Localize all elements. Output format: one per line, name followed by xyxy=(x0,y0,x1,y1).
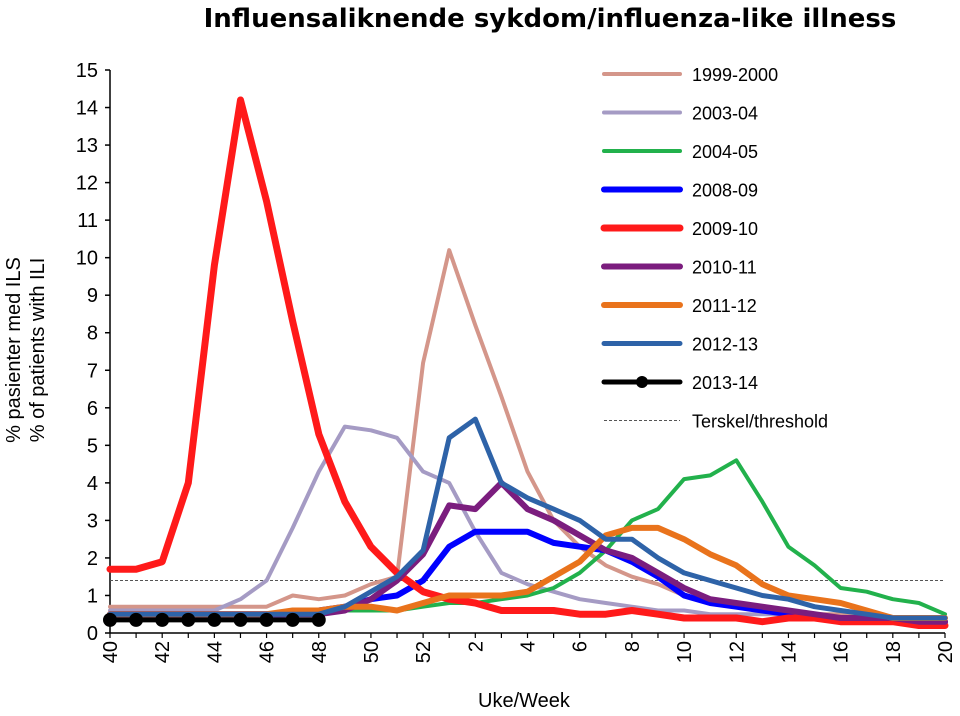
x-tick-label: 6 xyxy=(570,641,592,652)
y-tick-label: 3 xyxy=(87,510,98,532)
series-line-2009-10 xyxy=(106,96,949,629)
legend-marker-2013-14 xyxy=(636,376,648,388)
x-tick-label: 20 xyxy=(935,641,957,663)
y-tick-label: 14 xyxy=(76,98,98,120)
x-tick-label: 2 xyxy=(465,641,487,652)
x-tick-label: 50 xyxy=(361,641,383,663)
series-line-2011-12 xyxy=(107,524,948,621)
series-line-2012-13 xyxy=(107,416,948,621)
legend: 1999-2000 2003-04 2004-05 2008-09 2009-10 201… xyxy=(600,65,828,432)
chart-title: Influensaliknende sykdom/influenza-like … xyxy=(203,4,897,34)
series-lines xyxy=(103,96,949,629)
y-tick-label: 0 xyxy=(87,623,98,645)
y-axis-title-line-2: % of patients with ILI xyxy=(27,258,49,443)
legend-label-2013-14: 2013-14 xyxy=(692,373,758,393)
data-point-2013-14 xyxy=(103,612,117,627)
x-tick-label: 40 xyxy=(100,641,122,663)
x-tick-label: 18 xyxy=(883,641,905,663)
legend-label-2010-11: 2010-11 xyxy=(692,258,757,278)
y-tick-label: 15 xyxy=(76,60,98,82)
series-line-1999-2000 xyxy=(108,248,947,620)
x-tick-label: 8 xyxy=(622,641,644,652)
y-tick-label: 9 xyxy=(87,285,98,307)
data-point-2013-14 xyxy=(259,612,274,627)
y-tick-label: 11 xyxy=(77,210,98,232)
x-tick-label: 12 xyxy=(726,641,748,663)
data-point-2013-14 xyxy=(207,612,222,627)
data-point-2013-14 xyxy=(129,612,144,627)
x-tick-label: 48 xyxy=(309,641,331,663)
x-tick-label: 4 xyxy=(518,641,540,652)
legend-label-2008-09: 2008-09 xyxy=(692,181,758,201)
data-point-2013-14 xyxy=(311,612,326,627)
legend-label-2003-04: 2003-04 xyxy=(692,104,758,124)
x-tick-label: 14 xyxy=(778,641,800,663)
x-tick-labels: 40 42 44 46 48 50 52 2 4 6 8 10 12 14 16 18 20 xyxy=(100,633,957,663)
y-tick-label: 12 xyxy=(76,173,98,195)
legend-label-2012-13: 2012-13 xyxy=(692,335,758,355)
x-axis-title: Uke/Week xyxy=(478,690,571,712)
y-tick-label: 2 xyxy=(87,548,98,570)
x-tick-label: 52 xyxy=(413,641,435,663)
y-tick-label: 8 xyxy=(87,323,98,345)
data-point-2013-14 xyxy=(233,612,248,627)
y-tick-label: 1 xyxy=(87,585,98,607)
y-tick-label: 7 xyxy=(87,360,98,382)
legend-label-1999-2000: 1999-2000 xyxy=(692,65,778,85)
x-tick-label: 46 xyxy=(257,641,279,663)
legend-label-2011-12: 2011-12 xyxy=(692,296,757,316)
y-tick-label: 6 xyxy=(87,398,98,420)
x-tick-label: 42 xyxy=(152,641,174,663)
y-axis-title-line-1: % pasienter med ILS xyxy=(3,257,25,443)
y-tick-label: 5 xyxy=(87,435,98,457)
y-tick-label: 4 xyxy=(87,473,98,495)
data-point-2013-14 xyxy=(285,612,300,627)
legend-label-2009-10: 2009-10 xyxy=(692,219,758,239)
y-tick-label: 10 xyxy=(76,248,98,270)
y-tick-label: 13 xyxy=(76,135,98,157)
data-point-2013-14 xyxy=(181,612,196,627)
legend-label-threshold: Terskel/threshold xyxy=(692,412,828,432)
x-tick-label: 44 xyxy=(204,641,226,663)
x-tick-label: 16 xyxy=(831,641,853,663)
data-point-2013-14 xyxy=(155,612,170,627)
x-tick-label: 10 xyxy=(674,641,696,663)
legend-label-2004-05: 2004-05 xyxy=(692,142,758,162)
